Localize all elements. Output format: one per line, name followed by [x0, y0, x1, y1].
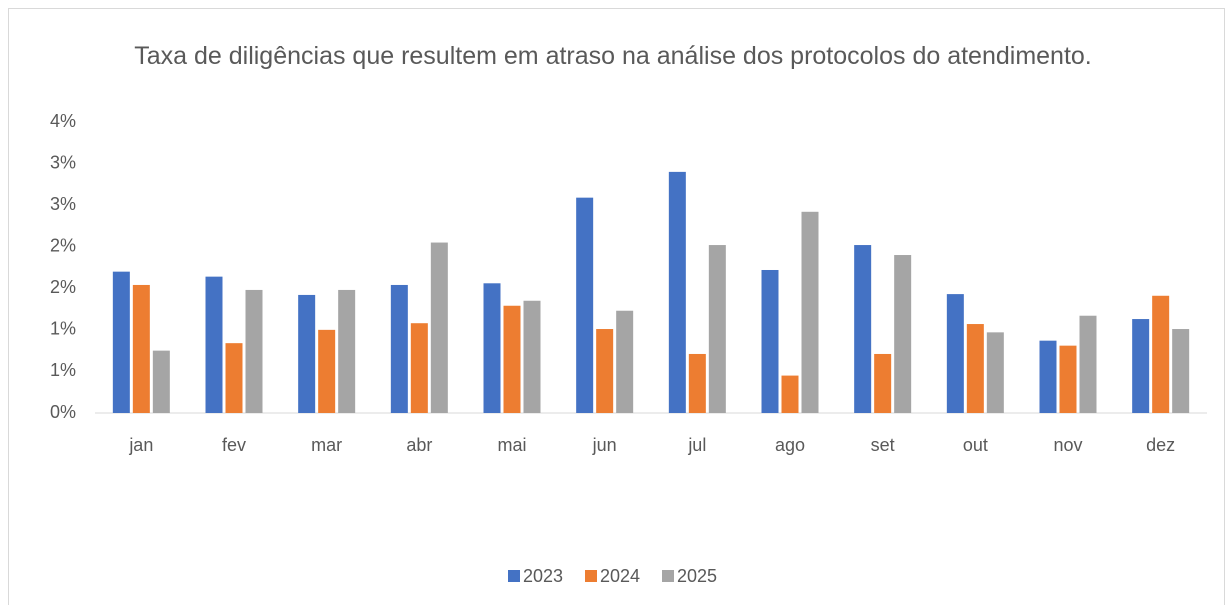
bar — [112, 271, 130, 413]
x-tick-label: jan — [128, 435, 153, 455]
x-tick-label: jul — [687, 435, 706, 455]
x-tick-label: out — [963, 435, 988, 455]
bar — [483, 283, 501, 413]
y-tick-label: 3% — [50, 194, 76, 214]
bar — [688, 353, 706, 413]
x-tick-label: mar — [311, 435, 342, 455]
bar — [986, 332, 1004, 413]
bar — [298, 294, 316, 413]
bar — [1172, 329, 1190, 413]
x-tick-label: mai — [497, 435, 526, 455]
legend-label: 2025 — [677, 566, 717, 586]
x-tick-label: nov — [1053, 435, 1082, 455]
y-tick-label: 0% — [50, 402, 76, 422]
bar — [132, 284, 150, 413]
x-tick-label: ago — [775, 435, 805, 455]
bar — [854, 245, 872, 413]
legend-swatch — [585, 570, 597, 582]
bar — [523, 300, 541, 413]
legend-swatch — [508, 570, 520, 582]
x-tick-label: jun — [592, 435, 617, 455]
bar — [245, 289, 263, 413]
bar — [503, 305, 521, 413]
x-tick-label: dez — [1146, 435, 1175, 455]
y-tick-label: 1% — [50, 360, 76, 380]
bar — [1039, 340, 1057, 413]
x-tick-label: abr — [406, 435, 432, 455]
y-tick-label: 3% — [50, 152, 76, 172]
bar — [410, 323, 428, 413]
bar — [596, 329, 614, 413]
bar — [894, 255, 912, 413]
legend-swatch — [662, 570, 674, 582]
bar — [1152, 295, 1170, 413]
bar — [761, 269, 779, 413]
y-tick-label: 1% — [50, 319, 76, 339]
bar — [576, 197, 594, 413]
bar — [390, 284, 408, 413]
bar — [966, 324, 984, 413]
chart-title: Taxa de diligências que resultem em atra… — [134, 42, 1092, 70]
y-tick-label: 4% — [50, 111, 76, 131]
bar — [616, 310, 634, 413]
bar — [225, 343, 243, 413]
bar — [318, 329, 336, 413]
bar — [946, 294, 964, 413]
bar — [1132, 319, 1150, 413]
bar — [708, 245, 726, 413]
y-tick-label: 2% — [50, 277, 76, 297]
bar — [338, 289, 356, 413]
bar — [205, 276, 223, 413]
x-tick-label: fev — [222, 435, 246, 455]
bar — [1079, 315, 1097, 413]
y-tick-label: 2% — [50, 235, 76, 255]
bar — [668, 171, 686, 413]
bar — [874, 353, 892, 413]
bar — [801, 211, 819, 413]
chart-border — [8, 8, 1225, 605]
bar — [781, 375, 799, 413]
x-tick-label: set — [871, 435, 895, 455]
legend-label: 2024 — [600, 566, 640, 586]
bar — [1059, 345, 1077, 413]
legend-label: 2023 — [523, 566, 563, 586]
bar — [152, 350, 170, 413]
bar — [430, 242, 448, 413]
